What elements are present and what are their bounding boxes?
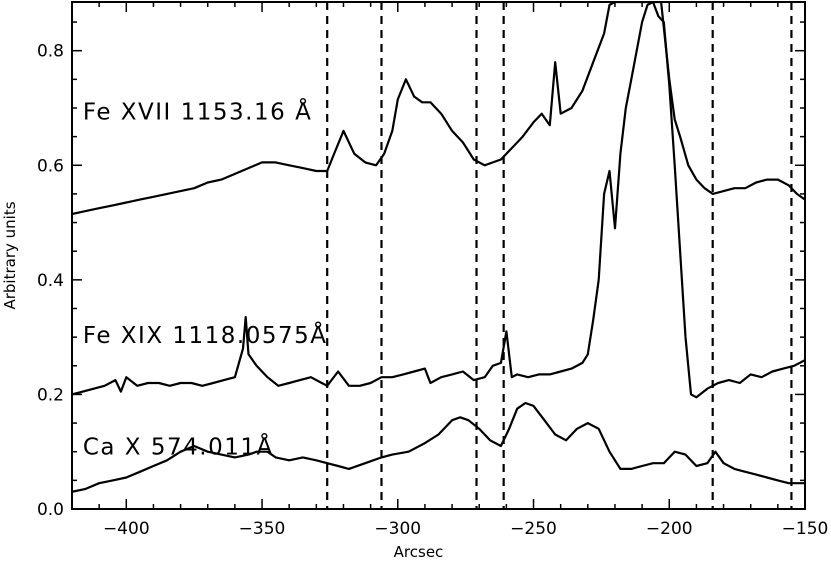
plot-frame [71,1,806,510]
x-tick-label: −250 [510,519,557,539]
series-line-3 [72,401,805,493]
x-tick-label: −200 [646,519,693,539]
series-line-1 [72,2,805,216]
axis-labels: −400 −350 −300 −250 −200 −150 0.0 0.2 0.4 0.6 0.8 A… [1,42,828,561]
y-axis-title: Arbitrary units [1,201,19,309]
plot-area [72,2,805,509]
series-label-1: Fe XVII 1153.16 Å [83,97,312,125]
axis-ticks [71,2,806,510]
x-tick-label: −300 [374,519,421,539]
series-label-3: Ca X 574.011Å [83,433,274,461]
y-tick-label: 0.6 [37,156,64,176]
x-tick-label: −350 [239,519,286,539]
y-tick-label: 0.2 [37,385,64,405]
series-lines [72,2,805,493]
x-tick-label: −150 [782,519,829,539]
series-label-2: Fe XIX 1118.0575Å [83,321,328,349]
y-tick-label: 0.4 [37,271,64,291]
x-tick-label: −400 [103,519,150,539]
series-labels: Fe XVII 1153.16 Å Fe XIX 1118.0575Å Ca X 5… [83,97,328,461]
plot-border [71,1,806,510]
x-axis-title: Arcsec [394,543,444,561]
y-tick-label: 0.0 [37,500,64,520]
y-tick-label: 0.8 [37,42,64,62]
series-line-2 [72,2,805,399]
